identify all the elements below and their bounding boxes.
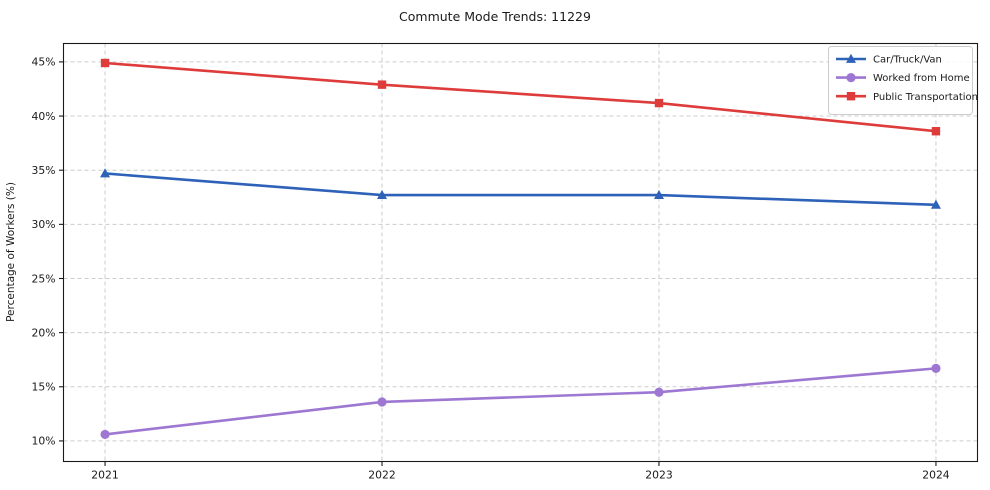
circle-marker (100, 429, 110, 440)
circle-marker (846, 73, 856, 83)
square-marker (846, 92, 856, 101)
y-tick-label: 45% (32, 56, 56, 69)
series-worked-from-home (100, 363, 941, 440)
legend-item-worked-from-home: Worked from Home (836, 73, 970, 84)
circle-marker (654, 387, 664, 397)
y-tick-label: 10% (32, 435, 56, 448)
circle-marker (931, 363, 941, 373)
series-line (103, 172, 938, 207)
x-tick-label: 2023 (645, 469, 672, 482)
triangle-marker (100, 168, 111, 178)
y-tick-label: 30% (32, 218, 56, 231)
gridlines (63, 43, 978, 462)
legend-item-public-transportation: Public Transportation (836, 92, 978, 103)
triangle-marker (930, 199, 941, 209)
triangle-marker (653, 189, 664, 200)
axis-ticks: 10% 15% 20% 25% 30% 35% 40% 45% 2021 2022 2023 2024 (32, 56, 950, 482)
x-tick-label: 2021 (91, 469, 118, 482)
legend-label: Worked from Home (873, 73, 970, 84)
legend-label: Public Transportation (873, 92, 978, 103)
circle-marker (377, 397, 387, 407)
triangle-marker (846, 53, 856, 63)
square-marker (931, 127, 941, 136)
y-tick-label: 35% (32, 164, 56, 177)
square-marker (377, 80, 387, 89)
y-tick-label: 25% (32, 272, 56, 285)
y-tick-label: 20% (32, 326, 56, 339)
x-tick-label: 2022 (368, 469, 395, 482)
series-line (103, 61, 938, 133)
square-marker (100, 58, 110, 68)
series-car-truck-van (100, 168, 941, 209)
legend-label: Car/Truck/Van (873, 55, 942, 66)
square-marker (654, 98, 664, 108)
chart-title: Commute Mode Trends: 11229 (399, 9, 591, 24)
triangle-marker (377, 189, 388, 200)
y-axis-label: Percentage of Workers (%) (5, 182, 17, 322)
legend-item-car-truck-van: Car/Truck/Van (836, 53, 942, 66)
legend: Car/Truck/Van Worked from Home Public Tran… (828, 46, 978, 115)
legend-box (828, 46, 973, 115)
y-tick-label: 15% (32, 381, 56, 394)
series-public-transportation (100, 58, 941, 136)
x-tick-label: 2024 (922, 469, 950, 482)
y-tick-label: 40% (32, 110, 56, 123)
plot-border (62, 42, 979, 463)
series-line (103, 367, 938, 436)
data-series (100, 58, 941, 440)
